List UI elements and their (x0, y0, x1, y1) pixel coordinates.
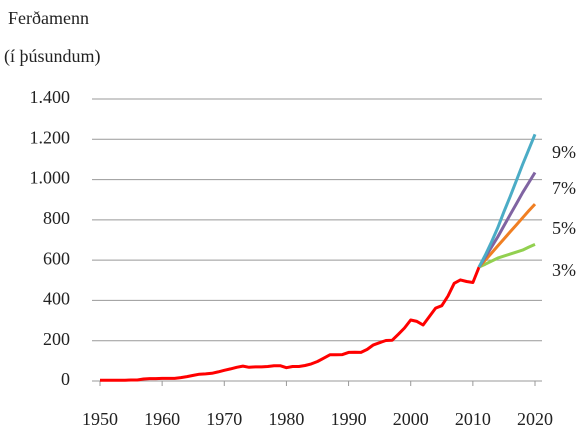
x-tick-label: 2010 (455, 409, 491, 429)
series-label: 7% (552, 178, 576, 198)
series-label: 9% (552, 142, 576, 162)
line (478, 243, 536, 269)
y-tick-label: 800 (43, 208, 70, 228)
x-tick-label: 2000 (393, 409, 429, 429)
y-tick-label: 1.400 (30, 87, 71, 107)
x-tick-label: 2020 (517, 409, 553, 429)
x-tick-label: 1980 (268, 409, 304, 429)
y-tick-label: 600 (43, 248, 70, 268)
line (477, 203, 537, 269)
y-tick-label: 0 (61, 369, 70, 389)
line (100, 266, 481, 382)
series-label: 5% (552, 218, 576, 238)
y-tick-label: 1.000 (30, 168, 71, 188)
y-tick-label: 200 (43, 329, 70, 349)
line (477, 133, 537, 268)
x-tick-label: 1970 (206, 409, 242, 429)
x-tick-label: 1990 (331, 409, 367, 429)
y-tick-label: 400 (43, 289, 70, 309)
series-label: 3% (552, 260, 576, 280)
chart-title: Ferðamenn (8, 8, 89, 28)
chart-subtitle: (í þúsundum) (4, 46, 101, 67)
line (477, 171, 537, 268)
y-tick-label: 1.200 (30, 127, 71, 147)
x-tick-label: 1960 (144, 409, 180, 429)
x-tick-label: 1950 (82, 409, 118, 429)
